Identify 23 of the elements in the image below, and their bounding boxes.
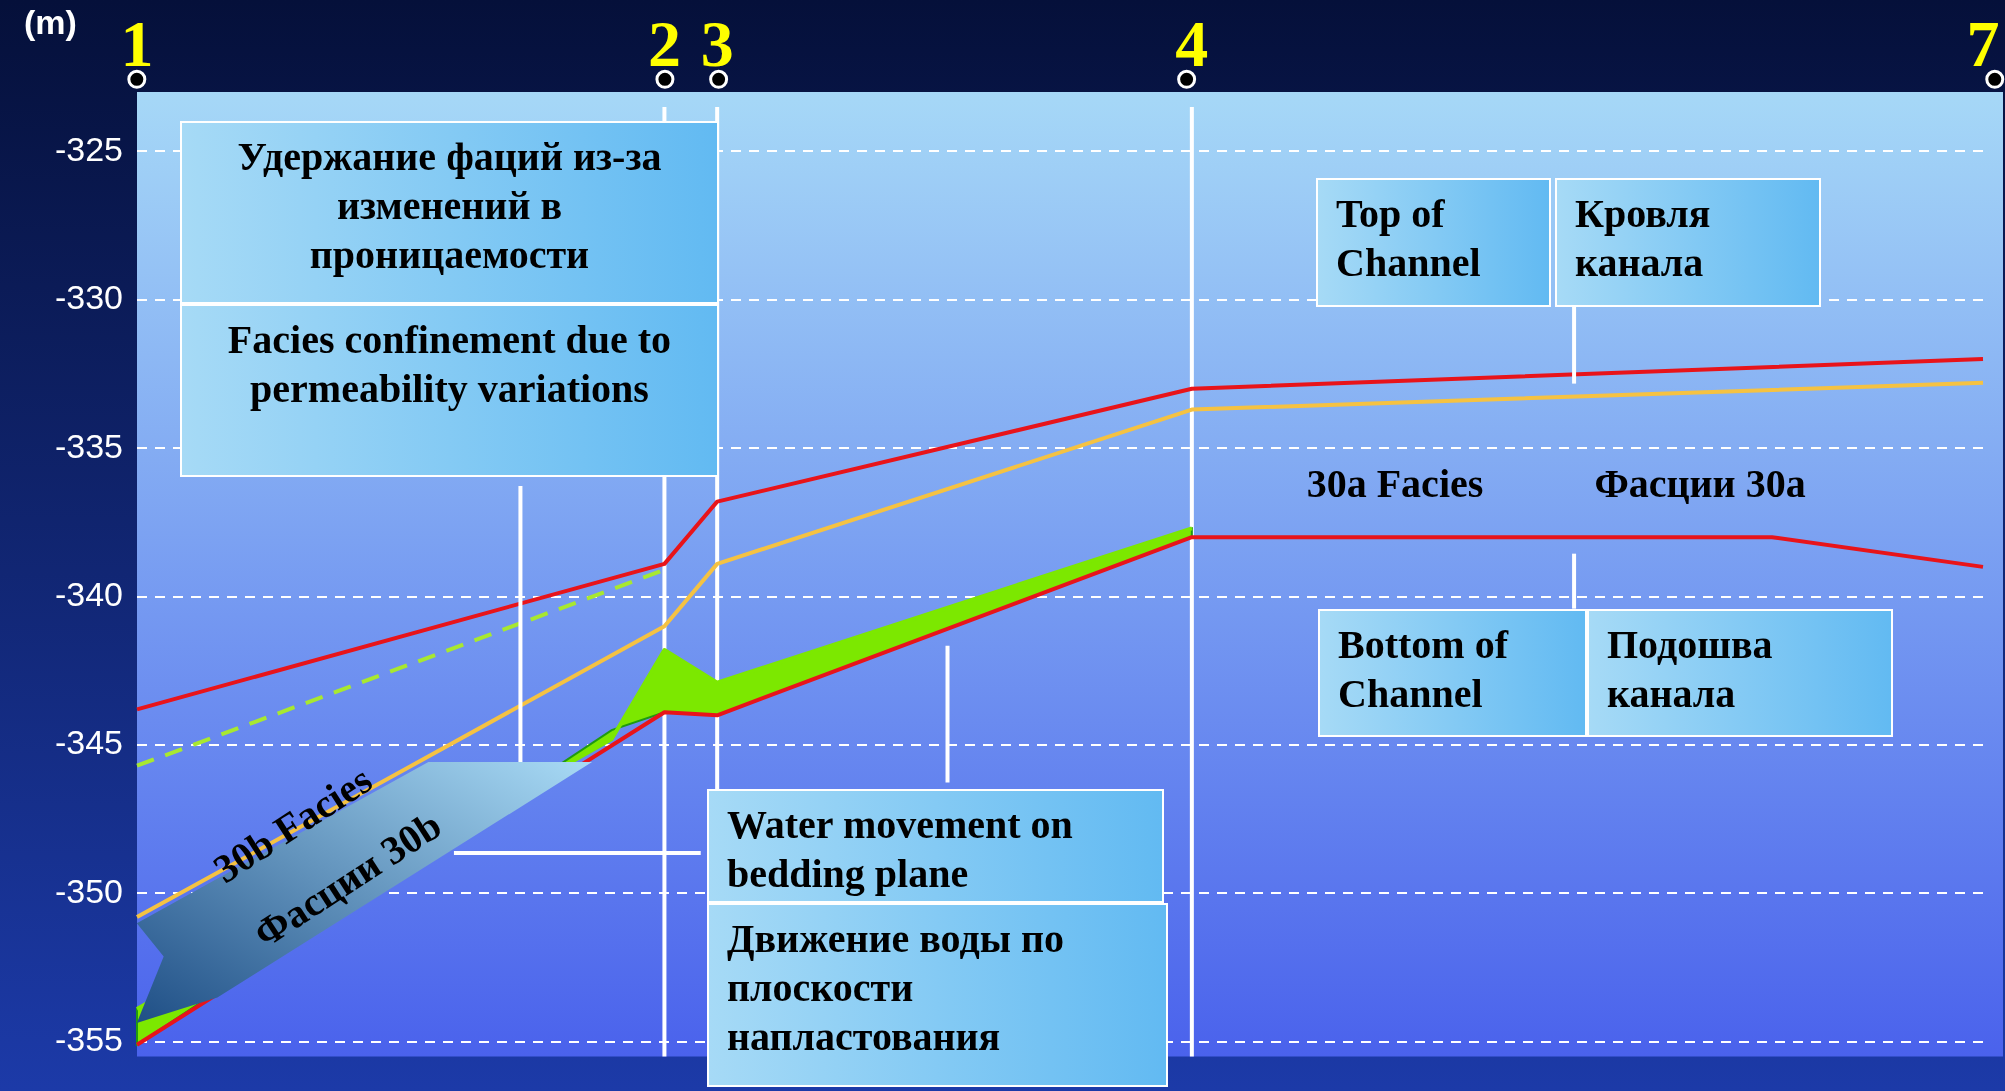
- x-tick-label: 3: [700, 7, 734, 81]
- callout-box: Подошва канала: [1587, 609, 1893, 737]
- callout-box: Bottom of Channel: [1318, 609, 1587, 737]
- y-tick-label: -325: [54, 129, 123, 168]
- y-axis-title: (m): [24, 3, 77, 42]
- y-tick-label: -335: [54, 426, 123, 465]
- callout-box: Движение воды по плоскости напластования: [707, 903, 1168, 1087]
- x-tick-label: 4: [1175, 7, 1209, 81]
- y-tick-label: -345: [54, 723, 123, 762]
- x-tick-label: 1: [120, 7, 154, 81]
- callout-box: Top of Channel: [1316, 178, 1551, 307]
- y-tick-label: -330: [54, 278, 123, 317]
- x-tick-label: 2: [647, 7, 681, 81]
- x-tick-label: 7: [1966, 7, 2000, 81]
- y-tick-label: -355: [54, 1020, 123, 1059]
- annotation: Фасции 30a: [1593, 460, 1807, 508]
- callout-box: Facies confinement due to permeability variations: [180, 304, 719, 477]
- callout-box: Кровля канала: [1555, 178, 1821, 307]
- callout-box: Water movement on bedding plane: [707, 789, 1164, 903]
- callout-box: Удержание фаций из-за изменений в проницаемости: [180, 121, 719, 304]
- annotation: 30a Facies: [1305, 460, 1485, 508]
- y-tick-label: -350: [54, 871, 123, 910]
- y-tick-label: -340: [54, 574, 123, 613]
